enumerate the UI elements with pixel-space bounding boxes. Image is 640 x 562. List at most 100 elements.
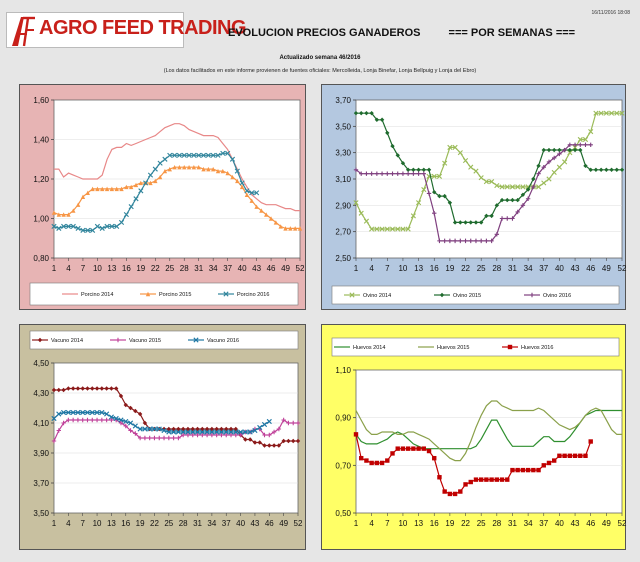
vacuno-data-point: [156, 426, 162, 432]
porcino-data-point: [80, 194, 86, 199]
huevos-legend-label: Huevos 2014: [353, 345, 385, 351]
porcino-legend-marker: [145, 291, 151, 297]
ovino-data-point: [478, 238, 484, 244]
ovino-data-point: [389, 226, 396, 232]
porcino-x-tick-label: 34: [209, 264, 218, 273]
vacuno-data-point: [286, 438, 291, 444]
porcino-y-tick-label: 1,60: [33, 96, 49, 105]
huevos-data-point: [353, 432, 359, 437]
ovino-data-point: [415, 200, 422, 206]
porcino-x-tick-label: 16: [122, 264, 131, 273]
ovino-y-tick-label: 3,10: [335, 175, 351, 184]
vacuno-data-point: [70, 409, 76, 416]
ovino-data-point: [426, 167, 432, 172]
porcino-data-point: [109, 223, 115, 229]
huevos-data-point: [359, 455, 364, 461]
ovino-data-point: [499, 184, 505, 190]
vacuno-x-tick-label: 37: [222, 519, 231, 528]
porcino-legend-entry: Porcino 2015: [140, 291, 191, 298]
ovino-data-point: [515, 197, 520, 203]
vacuno-data-point: [266, 418, 272, 425]
huevos-x-tick-label: 34: [524, 519, 533, 528]
vacuno-data-point: [185, 426, 191, 432]
ovino-data-point: [369, 226, 375, 232]
ovino-data-point: [395, 226, 401, 232]
vacuno-data-point: [94, 386, 100, 391]
huevos-series-2: [355, 400, 622, 462]
vacuno-data-point: [132, 423, 138, 429]
vacuno-y-tick-label: 3,50: [33, 509, 49, 518]
vacuno-data-point: [199, 429, 205, 435]
vacuno-data-point: [104, 411, 110, 417]
vacuno-data-point: [171, 429, 177, 435]
huevos-data-point: [369, 460, 374, 466]
vacuno-data-point: [104, 386, 109, 391]
porcino-data-point: [114, 186, 119, 192]
ovino-data-point: [458, 238, 463, 244]
huevos-x-tick-label: 1: [354, 519, 359, 528]
ovino-data-point: [353, 110, 359, 116]
ovino-data-point: [557, 151, 562, 157]
huevos-data-point: [510, 467, 515, 473]
porcino-data-point: [56, 212, 62, 217]
vacuno-data-point: [75, 409, 81, 416]
ovino-data-point: [390, 143, 395, 149]
ovino-data-point: [369, 110, 374, 116]
ovino-data-point: [359, 110, 364, 116]
ovino-data-point: [359, 171, 364, 176]
vacuno-data-point: [214, 426, 219, 432]
vacuno-data-point: [51, 438, 57, 444]
huevos-x-tick-label: 37: [539, 519, 548, 528]
vacuno-y-tick-label: 3,90: [33, 449, 49, 458]
huevos-y-tick-label: 0,70: [335, 461, 351, 470]
vacuno-data-point: [108, 414, 115, 420]
ovino-data-point: [510, 216, 515, 221]
ovino-data-point: [583, 142, 588, 147]
vacuno-x-tick-label: 19: [136, 519, 145, 528]
ovino-data-point: [379, 117, 385, 122]
vacuno-data-point: [127, 420, 134, 426]
porcino-data-point: [109, 186, 115, 192]
ovino-data-point: [437, 193, 442, 199]
ovino-data-point: [478, 220, 484, 225]
huevos-data-point: [379, 460, 385, 466]
huevos-x-tick-label: 22: [461, 519, 470, 528]
vacuno-data-point: [228, 429, 234, 435]
ovino-data-point: [551, 155, 557, 161]
vacuno-y-tick-label: 4,30: [33, 389, 49, 398]
vacuno-data-point: [233, 429, 239, 435]
vacuno-data-point: [51, 415, 57, 422]
vacuno-data-point: [152, 435, 157, 441]
vacuno-data-point: [200, 432, 205, 438]
vacuno-data-point: [209, 429, 215, 435]
vacuno-x-tick-label: 7: [80, 519, 85, 528]
vacuno-data-point: [123, 418, 129, 425]
porcino-data-point: [147, 172, 154, 178]
ovino-data-point: [509, 184, 516, 190]
ovino-data-point: [536, 171, 541, 176]
vacuno-data-point: [80, 417, 85, 423]
porcino-data-point: [239, 184, 245, 190]
huevos-data-point: [463, 482, 468, 487]
porcino-data-point: [273, 220, 279, 225]
vacuno-data-point: [133, 431, 138, 436]
ovino-x-tick-label: 22: [461, 264, 470, 273]
huevos-data-point: [525, 467, 531, 473]
porcino-data-point: [138, 180, 144, 186]
porcino-data-point: [225, 170, 230, 176]
porcino-data-point: [292, 226, 298, 231]
ovino-data-point: [556, 164, 563, 170]
vacuno-legend-marker: [37, 337, 43, 343]
vacuno-data-point: [166, 429, 172, 435]
ovino-y-tick-label: 2,50: [335, 254, 351, 263]
vacuno-data-point: [295, 438, 301, 444]
porcino-x-tick-label: 10: [93, 264, 102, 273]
porcino-data-point: [118, 219, 125, 226]
vacuno-data-point: [262, 443, 267, 448]
ovino-x-tick-label: 34: [524, 264, 533, 273]
porcino-x-tick-label: 1: [52, 264, 57, 273]
vacuno-data-point: [271, 443, 277, 448]
vacuno-data-point: [281, 417, 286, 423]
vacuno-data-point: [56, 387, 61, 393]
porcino-data-point: [259, 208, 264, 213]
